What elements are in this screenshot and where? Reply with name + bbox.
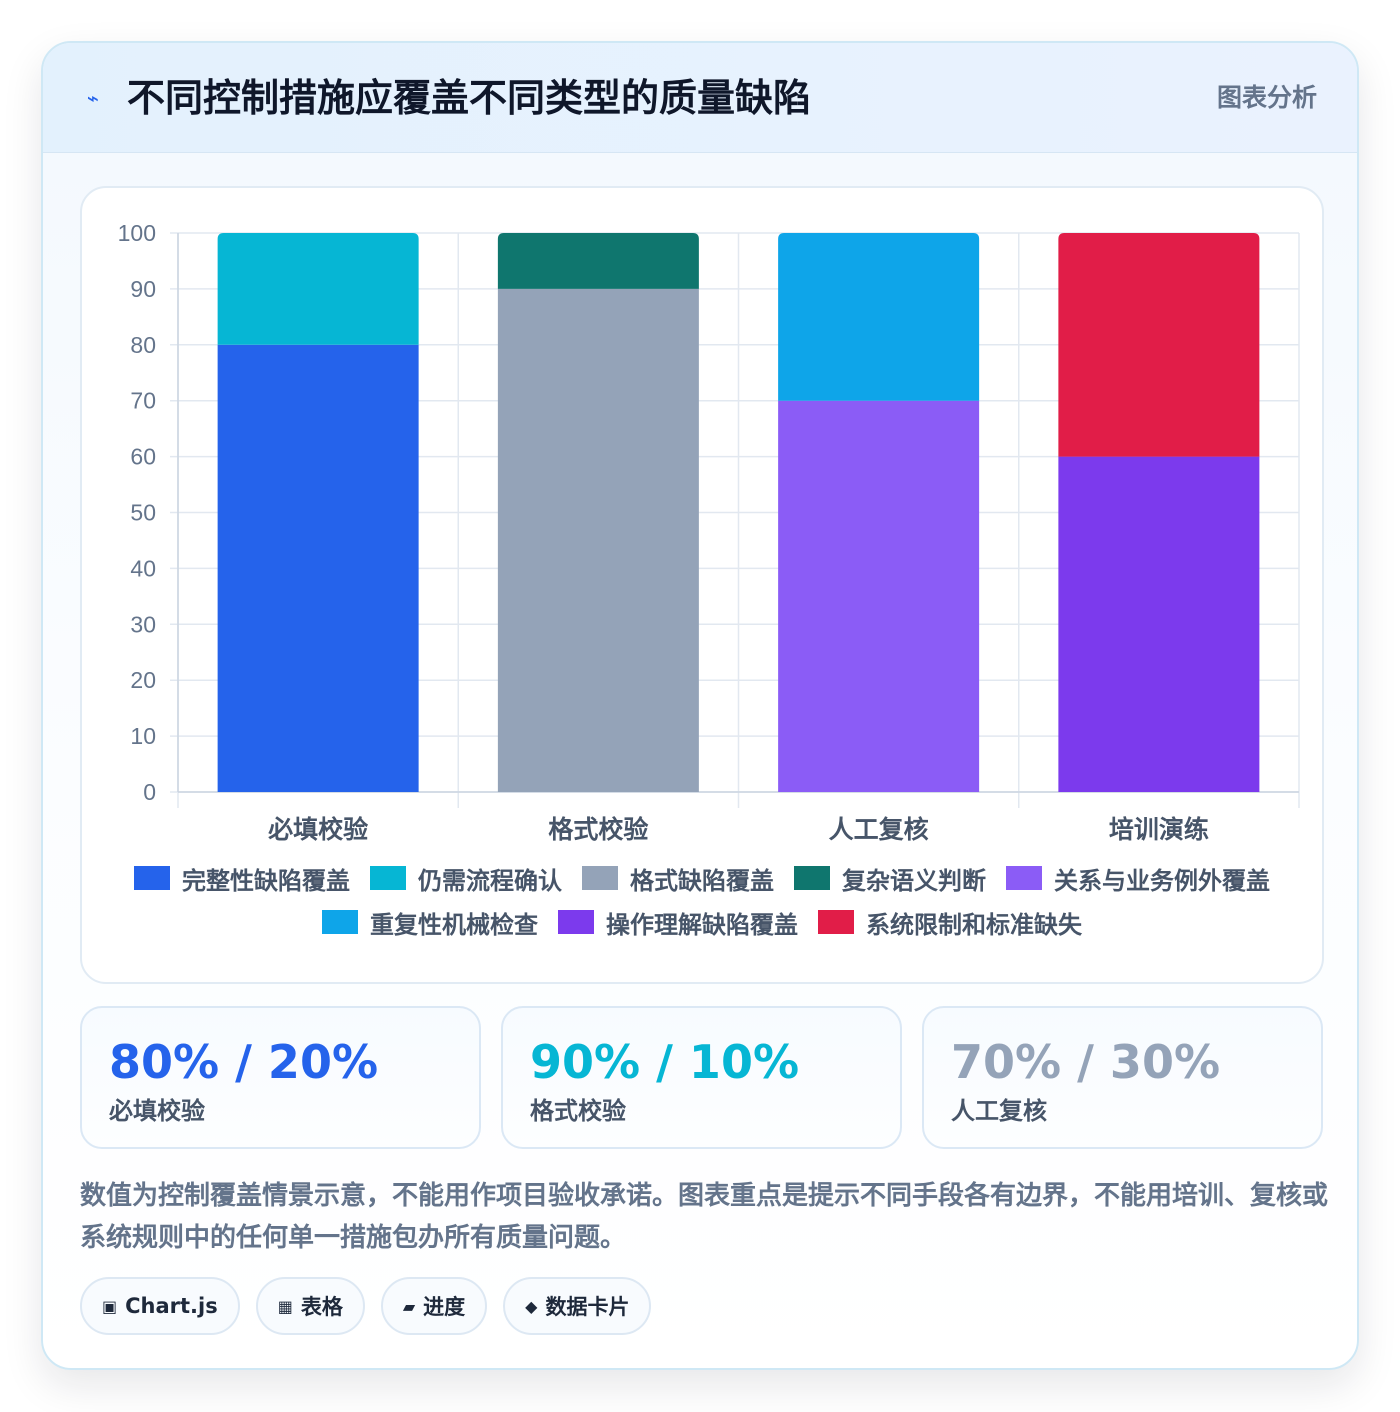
y-tick-label: 60 [130,444,156,470]
chart-card: ⌁ 不同控制措施应覆盖不同类型的质量缺陷 图表分析 0 10 20 30 40 50 60 7… [41,41,1359,1370]
legend-item[interactable]: 仍需流程确认 [370,861,562,896]
legend-label: 复杂语义判断 [842,866,986,895]
chart-legend: 完整性缺陷覆盖 仍需流程确认 格式缺陷覆盖 复杂语义判断 关系与业务例外覆盖重复性机械检… [82,856,1322,944]
y-tick-label: 40 [130,555,156,581]
legend-label: 完整性缺陷覆盖 [182,866,350,895]
progress-icon: ▰ [402,1296,416,1316]
x-tick-label: 人工复核 [829,815,929,844]
tag-label: 进度 [423,1295,466,1319]
y-tick-label: 80 [130,332,156,358]
legend-row: 重复性机械检查 操作理解缺陷覆盖 系统限制和标准缺失 [82,900,1322,944]
stat-value: 80% / 20% [109,1035,379,1089]
legend-row: 完整性缺陷覆盖 仍需流程确认 格式缺陷覆盖 复杂语义判断 关系与业务例外覆盖 [82,856,1322,900]
y-tick-label: 70 [130,388,156,414]
legend-swatch [1006,866,1042,890]
stat-card: 90% / 10% 格式校验 [501,1006,902,1149]
tag-label: 表格 [300,1295,343,1319]
bar-segment [217,344,419,792]
stat-value: 70% / 30% [951,1035,1221,1089]
x-tick-label: 培训演练 [1109,815,1209,844]
stat-value: 90% / 10% [530,1035,800,1089]
legend-label: 关系与业务例外覆盖 [1054,866,1270,895]
tag-label: 数据卡片 [545,1295,630,1319]
y-tick-label: 100 [118,220,156,246]
legend-label: 格式缺陷覆盖 [630,866,774,895]
tag-progress[interactable]: ▰ 进度 [380,1277,488,1335]
y-tick-label: 10 [130,723,156,749]
tag-label: Chart.js [125,1294,218,1318]
stacked-bar-chart: 0 10 20 30 40 50 60 70 80 90 100 必填校验 格式校验 人工复核 培训演练 [118,220,1300,844]
legend-swatch [558,910,594,934]
legend-swatch [370,866,406,890]
y-tick-label: 90 [130,276,156,302]
chart-note: 数值为控制覆盖情景示意，不能用作项目验收承诺。图表重点是提示不同手段各有边界，不… [80,1181,1329,1253]
y-tick-label: 20 [130,667,156,693]
bar-segment [497,288,699,792]
tag-list: ▣ Chart.js ▦ 表格 ▰ 进度 ◆ 数据卡片 [80,1277,667,1335]
legend-swatch [582,866,618,890]
legend-swatch [322,910,358,934]
stat-label: 人工复核 [951,1097,1047,1125]
stat-card: 80% / 20% 必填校验 [80,1006,481,1149]
bar-segment [1058,456,1260,792]
legend-item[interactable]: 重复性机械检查 [322,905,538,940]
lightning-icon: ⌁ [87,86,100,110]
legend-item[interactable]: 关系与业务例外覆盖 [1006,861,1270,896]
data-card-icon: ◆ [525,1296,538,1316]
x-tick-label: 格式校验 [548,815,648,844]
tag-chartjs[interactable]: ▣ Chart.js [80,1277,240,1335]
page-title: 不同控制措施应覆盖不同类型的质量缺陷 [127,76,812,120]
y-tick-label: 30 [130,611,156,637]
legend-swatch [794,866,830,890]
tag-table[interactable]: ▦ 表格 [255,1277,365,1335]
stat-label: 格式校验 [530,1097,626,1125]
stat-cards: 80% / 20% 必填校验 90% / 10% 格式校验 70% / 30% … [80,1006,1324,1149]
stat-label: 必填校验 [109,1097,205,1125]
legend-item[interactable]: 操作理解缺陷覆盖 [558,905,798,940]
legend-swatch [134,866,170,890]
chart-panel: 0 10 20 30 40 50 60 70 80 90 100 必填校验 格式校验 人工复核 培训演练 完… [80,186,1324,984]
bar-segment [778,233,980,401]
legend-label: 系统限制和标准缺失 [866,910,1082,939]
bar-segment [497,233,699,289]
y-tick-label: 0 [143,779,156,805]
legend-label: 重复性机械检查 [370,910,538,939]
legend-item[interactable]: 完整性缺陷覆盖 [134,861,350,896]
card-header: ⌁ 不同控制措施应覆盖不同类型的质量缺陷 图表分析 [43,43,1357,153]
legend-label: 仍需流程确认 [418,866,562,895]
header-tag: 图表分析 [1216,83,1317,112]
bar-segment [1058,233,1260,457]
table-icon: ▦ [277,1296,293,1316]
bar-segment [778,400,980,792]
tag-data-card[interactable]: ◆ 数据卡片 [503,1277,652,1335]
y-tick-label: 50 [130,500,156,526]
legend-swatch [818,910,854,934]
chart-icon: ▣ [102,1296,118,1316]
stat-card: 70% / 30% 人工复核 [922,1006,1323,1149]
legend-item[interactable]: 复杂语义判断 [794,861,986,896]
legend-item[interactable]: 系统限制和标准缺失 [818,905,1082,940]
x-tick-label: 必填校验 [268,815,368,844]
legend-item[interactable]: 格式缺陷覆盖 [582,861,774,896]
bar-segment [217,233,419,345]
legend-label: 操作理解缺陷覆盖 [606,910,798,939]
